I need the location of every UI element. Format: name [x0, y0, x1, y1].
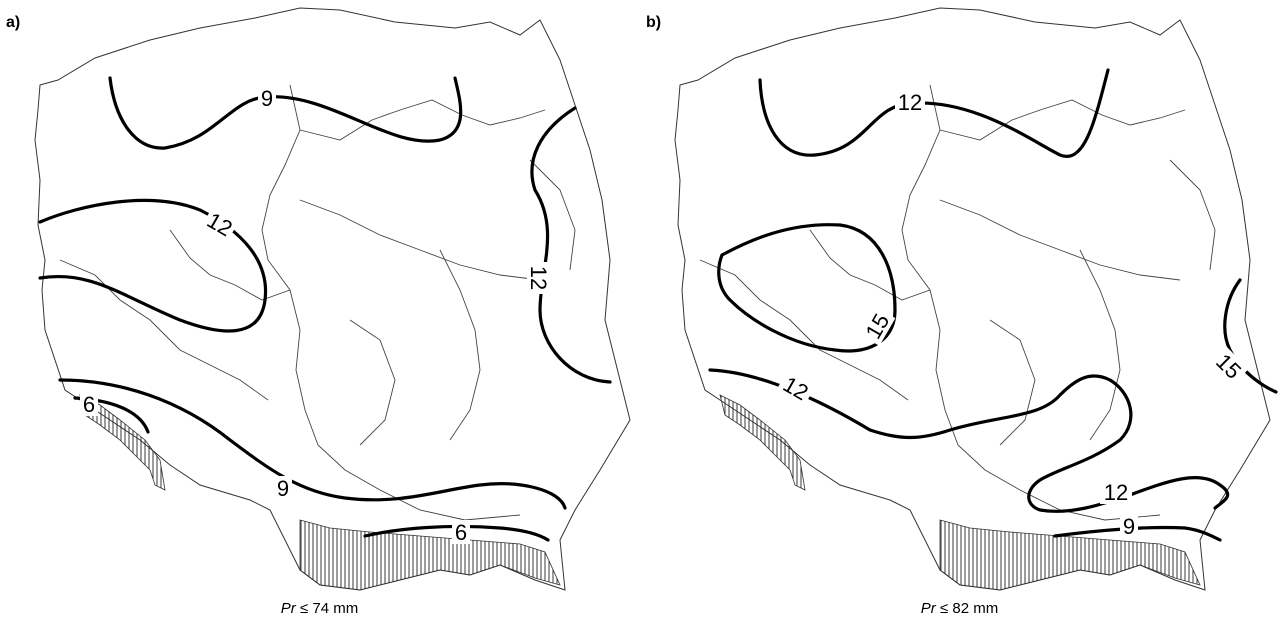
map-panel-b: b) 12 15 15 12 12 9 Pr ≤ 82 mm	[640, 0, 1279, 621]
river	[299, 99, 546, 141]
isoline-label: 6	[455, 520, 467, 545]
country-border	[674, 7, 1271, 591]
isoline-label: 12	[779, 371, 813, 405]
isoline-label: 12	[898, 90, 922, 115]
mountain-hatch	[939, 519, 1201, 591]
isoline	[717, 223, 897, 353]
country-border	[34, 7, 631, 591]
river	[939, 199, 1181, 281]
river	[529, 159, 576, 271]
caption-symbol: Pr	[280, 600, 296, 617]
caption-symbol: Pr	[920, 600, 936, 617]
river	[59, 259, 269, 401]
river	[699, 259, 909, 401]
isoline-label: 12	[1104, 480, 1128, 505]
map-panel-a: a) 9 12 12 6 9 6 Pr ≤ 74 mm	[0, 0, 639, 621]
isoline-label: 15	[860, 309, 894, 343]
isoline	[38, 198, 268, 333]
river	[989, 319, 1036, 446]
mountain-hatch	[719, 394, 806, 491]
map-caption: Pr ≤ 74 mm	[0, 600, 639, 617]
isoline	[708, 368, 1230, 513]
caption-value: ≤ 82 mm	[935, 600, 999, 617]
isoline	[1053, 525, 1222, 542]
isoline-label: 6	[83, 392, 95, 417]
panel-label: b)	[646, 14, 662, 31]
isoline	[1223, 278, 1278, 394]
isoline-label: 9	[277, 476, 289, 501]
river	[1169, 159, 1216, 271]
isoline	[108, 76, 463, 150]
map-caption: Pr ≤ 82 mm	[640, 600, 1279, 617]
isoline-label: 9	[261, 86, 273, 111]
isoline-label: 12	[526, 266, 551, 290]
river	[1079, 249, 1121, 441]
isoline	[530, 106, 612, 384]
river	[349, 319, 396, 446]
panel-label: a)	[6, 14, 21, 31]
isoline	[363, 524, 550, 542]
caption-value: ≤ 74 mm	[295, 600, 359, 617]
isoline-label: 15	[1211, 349, 1246, 384]
river	[809, 229, 931, 301]
river	[939, 99, 1186, 141]
isoline	[58, 378, 567, 510]
river	[439, 249, 481, 441]
poland-map: 9 12 12 6 9 6	[34, 7, 631, 591]
poland-map: 12 15 15 12 12 9	[674, 7, 1278, 591]
river	[901, 84, 1161, 521]
isoline-label: 9	[1123, 514, 1135, 539]
river	[299, 199, 541, 281]
mountain-hatch	[79, 394, 166, 491]
river	[261, 84, 521, 521]
